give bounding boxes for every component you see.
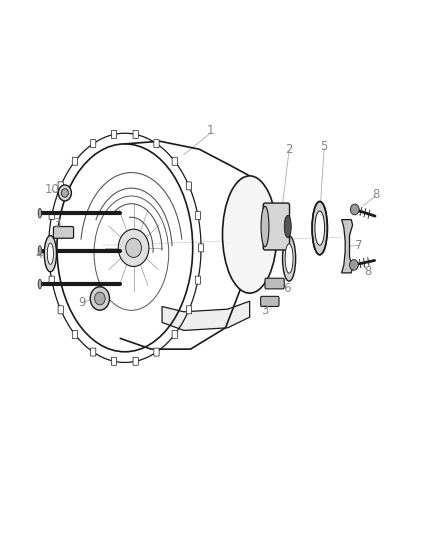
Text: 7: 7 [355,239,363,252]
FancyBboxPatch shape [91,348,96,356]
Polygon shape [342,220,353,273]
FancyBboxPatch shape [172,157,177,165]
Circle shape [118,229,149,266]
Circle shape [95,292,105,305]
Text: 1: 1 [206,124,214,137]
Text: 5: 5 [321,140,328,153]
FancyBboxPatch shape [261,296,279,306]
Circle shape [350,204,359,215]
FancyBboxPatch shape [195,212,201,220]
FancyBboxPatch shape [49,212,54,220]
Text: 8: 8 [372,188,379,201]
FancyBboxPatch shape [186,306,191,314]
FancyBboxPatch shape [111,131,117,139]
FancyBboxPatch shape [133,131,138,139]
Text: 3: 3 [261,304,268,317]
Polygon shape [239,229,263,277]
Ellipse shape [284,215,291,238]
Circle shape [350,260,358,270]
Circle shape [90,287,110,310]
FancyBboxPatch shape [72,157,78,165]
Text: 9: 9 [78,296,86,309]
FancyBboxPatch shape [72,330,78,338]
FancyBboxPatch shape [154,348,159,356]
Text: 4: 4 [35,248,43,261]
FancyBboxPatch shape [172,330,177,338]
FancyBboxPatch shape [195,276,201,284]
Ellipse shape [261,206,269,247]
Ellipse shape [283,236,296,281]
Ellipse shape [58,185,71,201]
Ellipse shape [315,211,325,245]
FancyBboxPatch shape [186,182,191,190]
Text: 10: 10 [44,183,59,196]
FancyBboxPatch shape [133,357,138,365]
Ellipse shape [47,243,53,264]
Ellipse shape [38,246,42,255]
FancyBboxPatch shape [58,182,64,190]
Polygon shape [162,301,250,330]
FancyBboxPatch shape [198,244,204,252]
Text: 2: 2 [285,143,293,156]
Text: 8: 8 [364,265,371,278]
FancyBboxPatch shape [49,276,54,284]
Ellipse shape [223,176,277,293]
FancyBboxPatch shape [53,227,74,238]
FancyBboxPatch shape [46,244,51,252]
FancyBboxPatch shape [265,278,284,289]
Text: 6: 6 [283,282,291,295]
FancyBboxPatch shape [263,203,290,250]
Text: 3: 3 [53,217,60,230]
Ellipse shape [44,236,57,272]
FancyBboxPatch shape [111,357,117,365]
Ellipse shape [312,201,328,255]
FancyBboxPatch shape [58,306,64,314]
Ellipse shape [38,208,42,218]
FancyBboxPatch shape [154,140,159,148]
Ellipse shape [61,189,68,197]
Ellipse shape [38,279,42,289]
Ellipse shape [285,244,293,273]
Circle shape [126,238,141,257]
FancyBboxPatch shape [91,140,96,148]
